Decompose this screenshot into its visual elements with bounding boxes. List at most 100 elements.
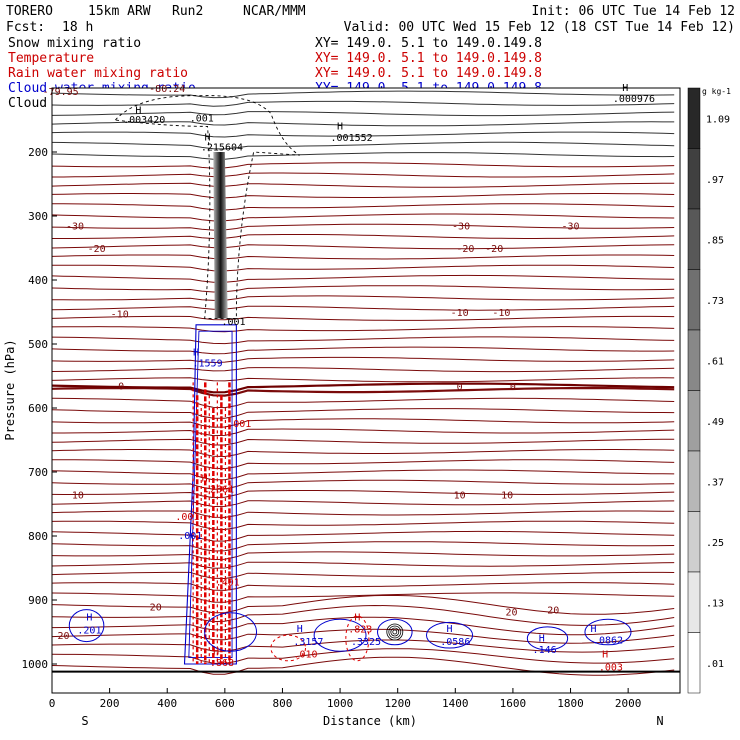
isotherm-line (51, 500, 675, 508)
isotherm-line (51, 193, 675, 199)
isotherm-line (51, 449, 675, 458)
field-label: .010 (293, 650, 317, 661)
isotherm-line (51, 628, 675, 644)
cloud-water-cell (68, 609, 105, 643)
y-tick-label: 200 (28, 146, 48, 159)
x-axis-label: Distance (km) (323, 714, 417, 728)
field-label: .001 (227, 419, 251, 430)
field-labels: H.003420.001H.001552H.215604.001H.000976… (77, 83, 655, 673)
isotherm-line (51, 254, 675, 260)
cloud-water-cell (526, 626, 569, 651)
rain-cell (270, 634, 307, 662)
y-tick-label: 700 (28, 466, 48, 479)
field-label: .868 (210, 658, 234, 669)
temperature-label: -30 (66, 222, 84, 233)
isotherm-line (51, 367, 675, 373)
isotherm-line (51, 551, 675, 561)
legend-label: Temperature (8, 51, 94, 66)
isotherm-line (51, 336, 675, 345)
header-init: Init: 06 UTC Tue 14 Feb 12 (532, 4, 736, 19)
header-org: NCAR/MMM (243, 4, 306, 19)
field-label: H (297, 624, 303, 635)
temperature-label: -30 (562, 222, 580, 233)
field-label: .003 (599, 662, 623, 673)
colorbar-tick-label: .25 (706, 538, 724, 549)
temperature-label: 20 (150, 602, 162, 613)
isotherm-line (52, 459, 675, 470)
isotherm-line (51, 397, 675, 409)
isotherm-zero (51, 382, 675, 394)
isotherm-line (51, 469, 675, 481)
isotherm-line (51, 223, 675, 231)
y-tick-label: 900 (28, 594, 48, 607)
cloud-water-cell (377, 618, 413, 646)
x-tick-label: 1400 (442, 697, 469, 710)
temperature-label: -10 (492, 308, 510, 319)
legend-label: Rain water mixing ratio (8, 66, 188, 81)
isotherm-line (51, 285, 675, 293)
isotherm-line (51, 561, 675, 569)
x-end-label-south: S (81, 714, 88, 728)
field-label: H (602, 650, 608, 661)
colorbar-swatch (687, 511, 701, 573)
field-label: .001 (190, 113, 214, 124)
field-label: H (337, 122, 343, 133)
colorbar-swatch (687, 390, 701, 452)
y-tick-label: 300 (28, 210, 48, 223)
x-tick-label: 1600 (500, 697, 527, 710)
header-fcst: Fcst: (6, 20, 45, 35)
isotherm-line (51, 616, 675, 636)
field-label: .2661 (204, 484, 234, 495)
rain-cell (345, 615, 370, 662)
cloud-water-cell (584, 618, 632, 646)
temperature-label: -20 (485, 244, 503, 255)
temperature-label: 20 (505, 608, 517, 619)
field-label: H (205, 132, 211, 143)
temperature-label: -30 (452, 222, 470, 233)
ice-cell (386, 623, 404, 641)
temperature-isotherms (51, 90, 680, 676)
colorbar-swatch (687, 269, 701, 331)
temperature-label: 0 (118, 382, 124, 393)
snow-core-column (213, 152, 228, 319)
isotherm-line (51, 264, 675, 272)
field-label: H (539, 634, 545, 645)
isotherm-line (51, 438, 675, 446)
isotherm-line (51, 356, 675, 364)
field-label: .000976 (613, 94, 655, 105)
field-label: H (447, 624, 453, 635)
temperature-label: 10 (72, 490, 84, 501)
colorbar-swatch (687, 329, 701, 391)
colorbar-swatch (687, 148, 701, 210)
temperature-label: -20 (456, 244, 474, 255)
field-label: .823 (348, 625, 372, 636)
isotherm-line (52, 234, 675, 240)
field-label: .146 (533, 645, 557, 656)
temperature-label: -20 (88, 244, 106, 255)
isotherm-line (52, 203, 675, 211)
isotherm-line (51, 571, 675, 580)
colorbar-tick-label: .37 (706, 477, 724, 488)
ice-cell (390, 627, 400, 637)
x-tick-label: 200 (100, 697, 120, 710)
header-fcst-hours: 18 h (62, 20, 93, 35)
ice-cell (392, 629, 398, 635)
temperature-label: -79.95 (43, 87, 79, 98)
y-tick-label: 400 (28, 274, 48, 287)
snow-contour (114, 95, 300, 319)
colorbar-tick-label: .01 (706, 659, 724, 670)
y-tick-label: 800 (28, 530, 48, 543)
header-model: TORERO (6, 4, 53, 19)
x-tick-label: 800 (273, 697, 293, 710)
isotherm-line (51, 90, 675, 99)
field-label: .001 (221, 317, 245, 328)
plot-background (52, 88, 680, 693)
x-tick-label: 0 (49, 697, 56, 710)
colorbar-tick-label: .61 (706, 356, 724, 367)
field-label: .201 (77, 625, 101, 636)
temperature-label: 10 (501, 490, 513, 501)
x-tick-label: 2000 (615, 697, 642, 710)
temperature-label: 20 (547, 606, 559, 617)
colorbar-swatch (687, 208, 701, 270)
